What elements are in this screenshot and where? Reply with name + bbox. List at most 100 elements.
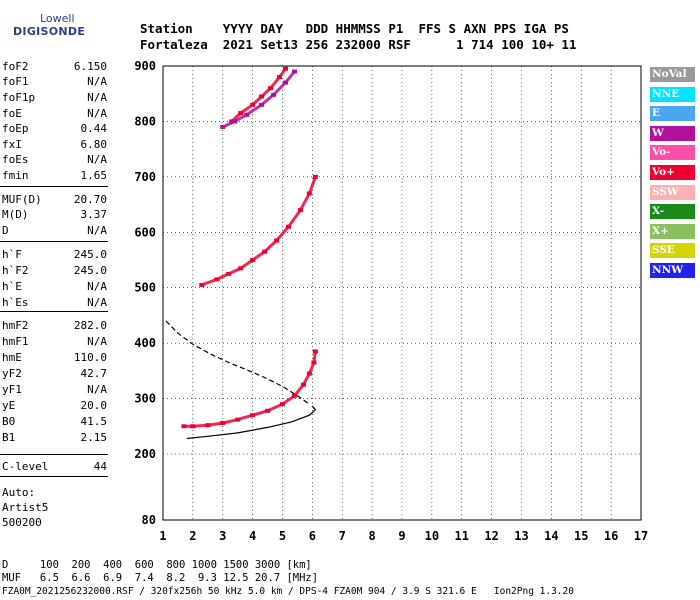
param-value-13: N/A xyxy=(87,280,107,293)
y-tick-label-1: 200 xyxy=(134,447,156,461)
param-label-6: foEs xyxy=(2,153,29,166)
param-value-3: N/A xyxy=(87,107,107,120)
param-label-15: hmF2 xyxy=(2,319,29,332)
trace-line-3 xyxy=(222,70,296,129)
param-label-11: h`F xyxy=(2,248,22,261)
param-value-19: N/A xyxy=(87,383,107,396)
param-label-13: h`E xyxy=(2,280,22,293)
trace-point-0-12 xyxy=(312,349,318,354)
x-tick-label-16: 17 xyxy=(634,529,648,543)
param-label-10: D xyxy=(2,224,9,237)
param-label-22: B1 xyxy=(2,431,16,444)
legend-item-7: X- xyxy=(650,204,695,220)
param-divider xyxy=(0,311,108,312)
param-label-3: foE xyxy=(2,107,22,120)
param-value-20: 20.0 xyxy=(80,399,108,412)
param-divider xyxy=(0,454,108,455)
header-keys: Station YYYY DAY DDD HHMMSS P1 FFS S AXN… xyxy=(140,21,569,36)
param-label-12: h`F2 xyxy=(2,264,29,277)
x-tick-label-14: 15 xyxy=(574,529,588,543)
legend-item-4: Vo- xyxy=(650,145,695,161)
legend-item-5: Vo+ xyxy=(650,165,695,180)
param-label-21: B0 xyxy=(2,415,16,428)
param-value-22: 2.15 xyxy=(80,431,108,444)
profile-curve-1 xyxy=(165,320,310,405)
param-label-14: h`Es xyxy=(2,296,29,309)
param-label-16: hmF1 xyxy=(2,335,29,348)
x-tick-label-15: 16 xyxy=(604,529,618,543)
param-value-8: 20.70 xyxy=(73,193,107,206)
y-tick-label-2: 300 xyxy=(134,392,156,406)
x-tick-label-5: 6 xyxy=(309,529,316,543)
trace-line-2 xyxy=(230,67,287,123)
legend-item-9: SSE xyxy=(650,243,695,259)
param-label-23: C-level xyxy=(2,460,49,473)
param-divider xyxy=(0,241,108,242)
param-label-8: MUF(D) xyxy=(2,193,42,206)
param-divider xyxy=(0,476,108,477)
param-value-7: 1.65 xyxy=(80,169,108,182)
param-value-15: 282.0 xyxy=(73,319,107,332)
param-divider xyxy=(0,186,108,187)
param-value-4: 0.44 xyxy=(80,122,108,135)
plot-frame xyxy=(162,65,642,521)
profile-curve-0 xyxy=(186,405,317,440)
legend-item-2: E xyxy=(650,106,695,122)
x-tick-label-13: 14 xyxy=(544,529,558,543)
trace-line-1 xyxy=(201,176,317,287)
logo-text-lowell: Lowell xyxy=(40,12,75,25)
x-tick-label-4: 5 xyxy=(279,529,286,543)
param-value-11: 245.0 xyxy=(73,248,107,261)
legend-item-8: X+ xyxy=(650,223,695,239)
y-tick-label-0: 80 xyxy=(142,513,156,527)
trace-point-3-0 xyxy=(220,124,226,129)
param-value-2: N/A xyxy=(87,91,107,104)
footer-file-info: FZA0M_2021256232000.RSF / 320fx256h 50 k… xyxy=(2,586,574,597)
param-value-10: N/A xyxy=(87,224,107,237)
y-tick-label-6: 700 xyxy=(134,170,156,184)
header-values: Fortaleza 2021 Set13 256 232000 RSF 1 71… xyxy=(140,37,577,52)
x-tick-label-11: 12 xyxy=(484,529,498,543)
param-label-17: hmE xyxy=(2,351,22,364)
x-tick-label-7: 8 xyxy=(369,529,376,543)
param-label-7: fmin xyxy=(2,169,29,182)
x-tick-label-8: 9 xyxy=(398,529,405,543)
x-tick-label-2: 3 xyxy=(219,529,226,543)
param-value-16: N/A xyxy=(87,335,107,348)
param-label-18: yF2 xyxy=(2,367,22,380)
legend-item-1: NNE xyxy=(650,86,695,102)
trace-point-1-10 xyxy=(312,174,318,179)
legend-item-3: W xyxy=(650,125,695,141)
param-value-14: N/A xyxy=(87,296,107,309)
trace-point-2-6 xyxy=(282,66,288,71)
x-tick-label-12: 13 xyxy=(514,529,528,543)
x-tick-label-0: 1 xyxy=(159,529,166,543)
legend-item-10: NNW xyxy=(650,263,695,278)
param-value-5: 6.80 xyxy=(80,138,108,151)
param-value-1: N/A xyxy=(87,75,107,88)
param-label-2: foF1p xyxy=(2,91,36,104)
param-label-20: yE xyxy=(2,399,16,412)
param-value-23: 44 xyxy=(93,460,107,473)
param-label-4: foEp xyxy=(2,122,29,135)
auto-version: 500200 xyxy=(2,516,42,529)
param-value-18: 42.7 xyxy=(80,367,108,380)
param-label-0: foF2 xyxy=(2,60,29,73)
param-label-19: yF1 xyxy=(2,383,22,396)
x-tick-label-1: 2 xyxy=(189,529,196,543)
trace-line-0 xyxy=(183,351,317,428)
param-value-12: 245.0 xyxy=(73,264,107,277)
y-tick-label-5: 600 xyxy=(134,225,156,239)
param-label-5: fxI xyxy=(2,138,22,151)
param-value-9: 3.37 xyxy=(80,208,108,221)
logo-text-digisonde: DIGISONDE xyxy=(13,25,86,38)
legend-item-6: SSW xyxy=(650,184,695,200)
legend-item-0: NoVal xyxy=(650,67,695,82)
param-value-6: N/A xyxy=(87,153,107,166)
param-value-17: 110.0 xyxy=(73,351,107,364)
param-label-9: M(D) xyxy=(2,208,29,221)
y-tick-label-7: 800 xyxy=(134,114,156,128)
footer-distance-row: D 100 200 400 600 800 1000 1500 3000 [km… xyxy=(2,559,312,571)
auto-label: Auto: xyxy=(2,486,36,499)
